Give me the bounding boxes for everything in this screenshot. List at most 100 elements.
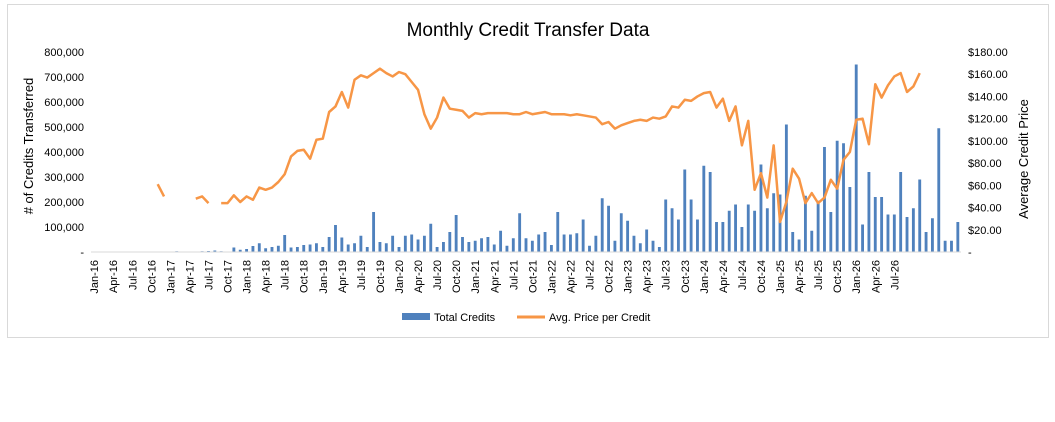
right-tick-label: $180.00	[968, 47, 1008, 59]
x-tick-label: Oct-17	[223, 260, 235, 293]
bar	[257, 243, 261, 252]
bar	[797, 239, 801, 252]
bar	[657, 247, 661, 252]
bar	[353, 243, 356, 252]
chart-frame: Monthly Credit Transfer Data - 100,000 200…	[7, 4, 1049, 338]
bar	[346, 244, 350, 252]
bar	[391, 235, 395, 252]
x-tick-label: Jul-26	[889, 260, 901, 290]
x-tick-label: Oct-25	[832, 260, 844, 293]
right-tick-label: $100.00	[968, 136, 1008, 148]
bar	[543, 232, 547, 252]
right-tick-label: $120.00	[968, 114, 1008, 126]
right-tick-label: $160.00	[968, 69, 1008, 81]
x-tick-label: Jul-25	[813, 260, 825, 290]
right-axis-ticks: - $20.00 $40.00 $60.00 $80.00 $100.00 $120.00 $…	[968, 47, 1008, 259]
bar	[270, 247, 274, 252]
bar	[537, 234, 541, 252]
right-tick-label: $40.00	[968, 203, 1002, 215]
price-line-segment	[195, 195, 210, 204]
x-tick-label: Jan-16	[89, 260, 101, 294]
x-tick-label: Apr-18	[261, 260, 273, 293]
bar	[950, 240, 953, 252]
bar	[295, 247, 299, 252]
x-tick-label: Jan-17	[165, 260, 177, 294]
bar	[511, 238, 515, 252]
x-tick-label: Apr-23	[642, 260, 654, 293]
x-axis-ticks: Jan-16 Apr-16 Jul-16 Oct-16 Jan-17 Apr-17 Jul-…	[89, 260, 901, 294]
bar	[594, 235, 598, 252]
bar	[772, 193, 776, 252]
price-line-segment	[156, 183, 166, 198]
bar	[791, 232, 795, 252]
x-tick-label: Jul-19	[356, 260, 368, 290]
chart-title: Monthly Credit Transfer Data	[407, 20, 650, 41]
bar	[632, 235, 636, 252]
bar	[327, 237, 331, 252]
bar	[886, 214, 890, 252]
bar	[505, 245, 509, 252]
bar	[816, 200, 820, 252]
x-tick-label: Jul-24	[737, 260, 749, 290]
bar	[810, 230, 814, 252]
bar	[524, 238, 528, 252]
bar	[842, 143, 845, 252]
bar	[638, 243, 642, 252]
line-series	[156, 67, 921, 224]
bar	[676, 219, 680, 252]
bar	[740, 227, 744, 252]
bar	[613, 240, 617, 252]
bar	[702, 165, 706, 252]
x-tick-label: Jul-16	[127, 260, 139, 290]
x-tick-label: Jan-18	[242, 260, 254, 294]
bar	[276, 245, 280, 252]
bar	[854, 64, 858, 252]
left-axis-title: # of Credits Transferred	[21, 78, 36, 215]
bar	[588, 245, 591, 252]
bar	[848, 187, 852, 252]
left-tick-label: 500,000	[44, 122, 84, 134]
bar	[422, 235, 426, 252]
x-tick-label: Oct-19	[375, 260, 387, 293]
bar	[308, 244, 312, 252]
bar	[765, 208, 769, 252]
bar	[251, 246, 255, 252]
x-tick-label: Oct-18	[299, 260, 311, 293]
bar	[918, 179, 922, 252]
bar	[880, 197, 884, 252]
bar	[213, 250, 217, 252]
bar	[378, 242, 382, 252]
x-tick-label: Jul-20	[432, 260, 444, 290]
bar	[283, 235, 287, 252]
x-tick-label: Jan-22	[546, 260, 558, 294]
right-tick-label: $20.00	[968, 225, 1002, 237]
x-tick-label: Oct-22	[604, 260, 616, 293]
bar	[359, 235, 363, 252]
x-tick-label: Jan-23	[623, 260, 635, 294]
x-tick-label: Jan-26	[851, 260, 863, 294]
bar	[410, 234, 414, 252]
bar	[289, 247, 293, 252]
x-tick-label: Jan-19	[318, 260, 330, 294]
bar	[397, 247, 401, 252]
bar	[448, 232, 452, 252]
right-tick-label: -	[968, 247, 972, 259]
left-tick-label: 400,000	[44, 147, 84, 159]
bar	[365, 247, 369, 252]
bar	[403, 235, 407, 252]
bar	[480, 238, 483, 252]
left-tick-label: -	[80, 247, 84, 259]
bar	[683, 169, 687, 252]
x-tick-label: Jan-24	[699, 260, 711, 294]
x-tick-label: Oct-23	[680, 260, 692, 293]
legend: Total Credits Avg. Price per Credit	[402, 312, 650, 324]
bar	[803, 195, 807, 252]
bar	[715, 222, 718, 252]
x-tick-label: Oct-24	[756, 260, 768, 293]
bar	[651, 240, 655, 252]
left-tick-label: 600,000	[44, 97, 84, 109]
right-tick-label: $140.00	[968, 91, 1008, 103]
left-axis-ticks: - 100,000 200,000 300,000 400,000 500,000 600,…	[44, 47, 84, 259]
x-tick-label: Jan-20	[394, 260, 406, 294]
left-tick-label: 300,000	[44, 172, 84, 184]
